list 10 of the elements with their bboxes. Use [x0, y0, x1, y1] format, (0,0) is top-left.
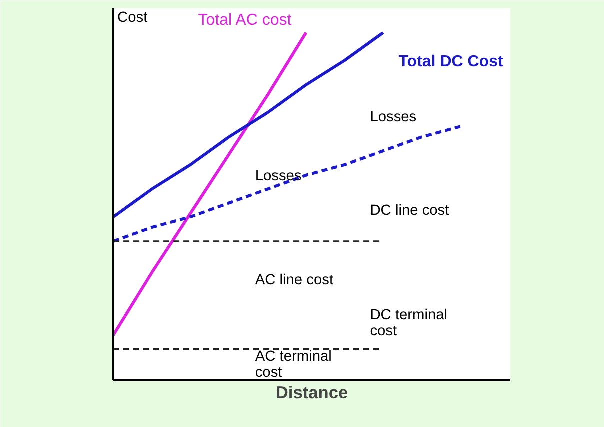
series-label: Total DC Cost — [398, 54, 504, 71]
annotation: DC line cost — [370, 203, 450, 220]
annotation: DC terminal cost — [370, 307, 448, 340]
annotation: Losses — [370, 109, 417, 126]
x-axis-title: Distance — [276, 382, 348, 402]
annotation: Losses — [255, 168, 302, 184]
annotation: AC terminal cost — [255, 349, 332, 382]
series-label: Total AC cost — [198, 12, 292, 29]
annotation: AC line cost — [255, 272, 334, 289]
y-axis-title: Cost — [118, 10, 148, 26]
